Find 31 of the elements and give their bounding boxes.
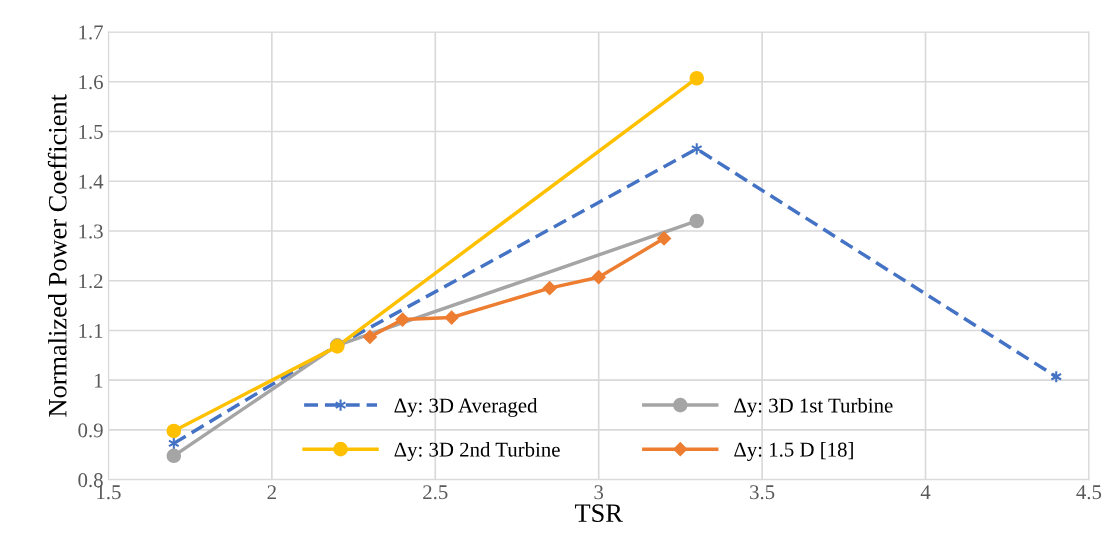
- x-axis-title: TSR: [574, 504, 623, 523]
- x-tick-label: 2.5: [423, 485, 448, 500]
- point: [362, 329, 377, 344]
- y-tick-label: 0.9: [78, 423, 103, 438]
- y-tick-label: 1.7: [79, 25, 103, 40]
- point: [657, 231, 671, 246]
- point: [689, 213, 705, 229]
- y-axis-title: Normalized Power Coefficient: [47, 94, 67, 417]
- x-tick-label: 4: [920, 485, 931, 500]
- point: [395, 312, 410, 327]
- x-tick-label: 2: [267, 485, 276, 500]
- legend-label: Δy: 3D 1st Turbine: [734, 397, 893, 417]
- point: [166, 448, 182, 464]
- y-tick-label: 1.5: [79, 124, 103, 139]
- x-tick-label: 4.5: [1076, 485, 1102, 500]
- point: [591, 270, 606, 285]
- x-tick-label: 3.5: [750, 485, 775, 500]
- x-tick-label: 3: [594, 485, 604, 500]
- y-tick-label: 1: [95, 373, 103, 388]
- legend-label: Δy: 3D 2nd Turbine: [394, 442, 560, 461]
- legend-label: Δy: 3D Averaged: [394, 397, 538, 417]
- point: [444, 310, 459, 325]
- point: [542, 281, 557, 296]
- y-tick-label: 1.3: [79, 224, 103, 239]
- y-tick-label: 1.2: [79, 274, 103, 289]
- point: [166, 423, 182, 439]
- legend-label: Δy: 1.5 D [18]: [734, 442, 853, 461]
- y-tick-label: 1.1: [79, 323, 103, 338]
- y-tick-label: 1.6: [79, 75, 103, 90]
- y-tick-label: 1.4: [79, 174, 104, 189]
- point: [689, 70, 705, 86]
